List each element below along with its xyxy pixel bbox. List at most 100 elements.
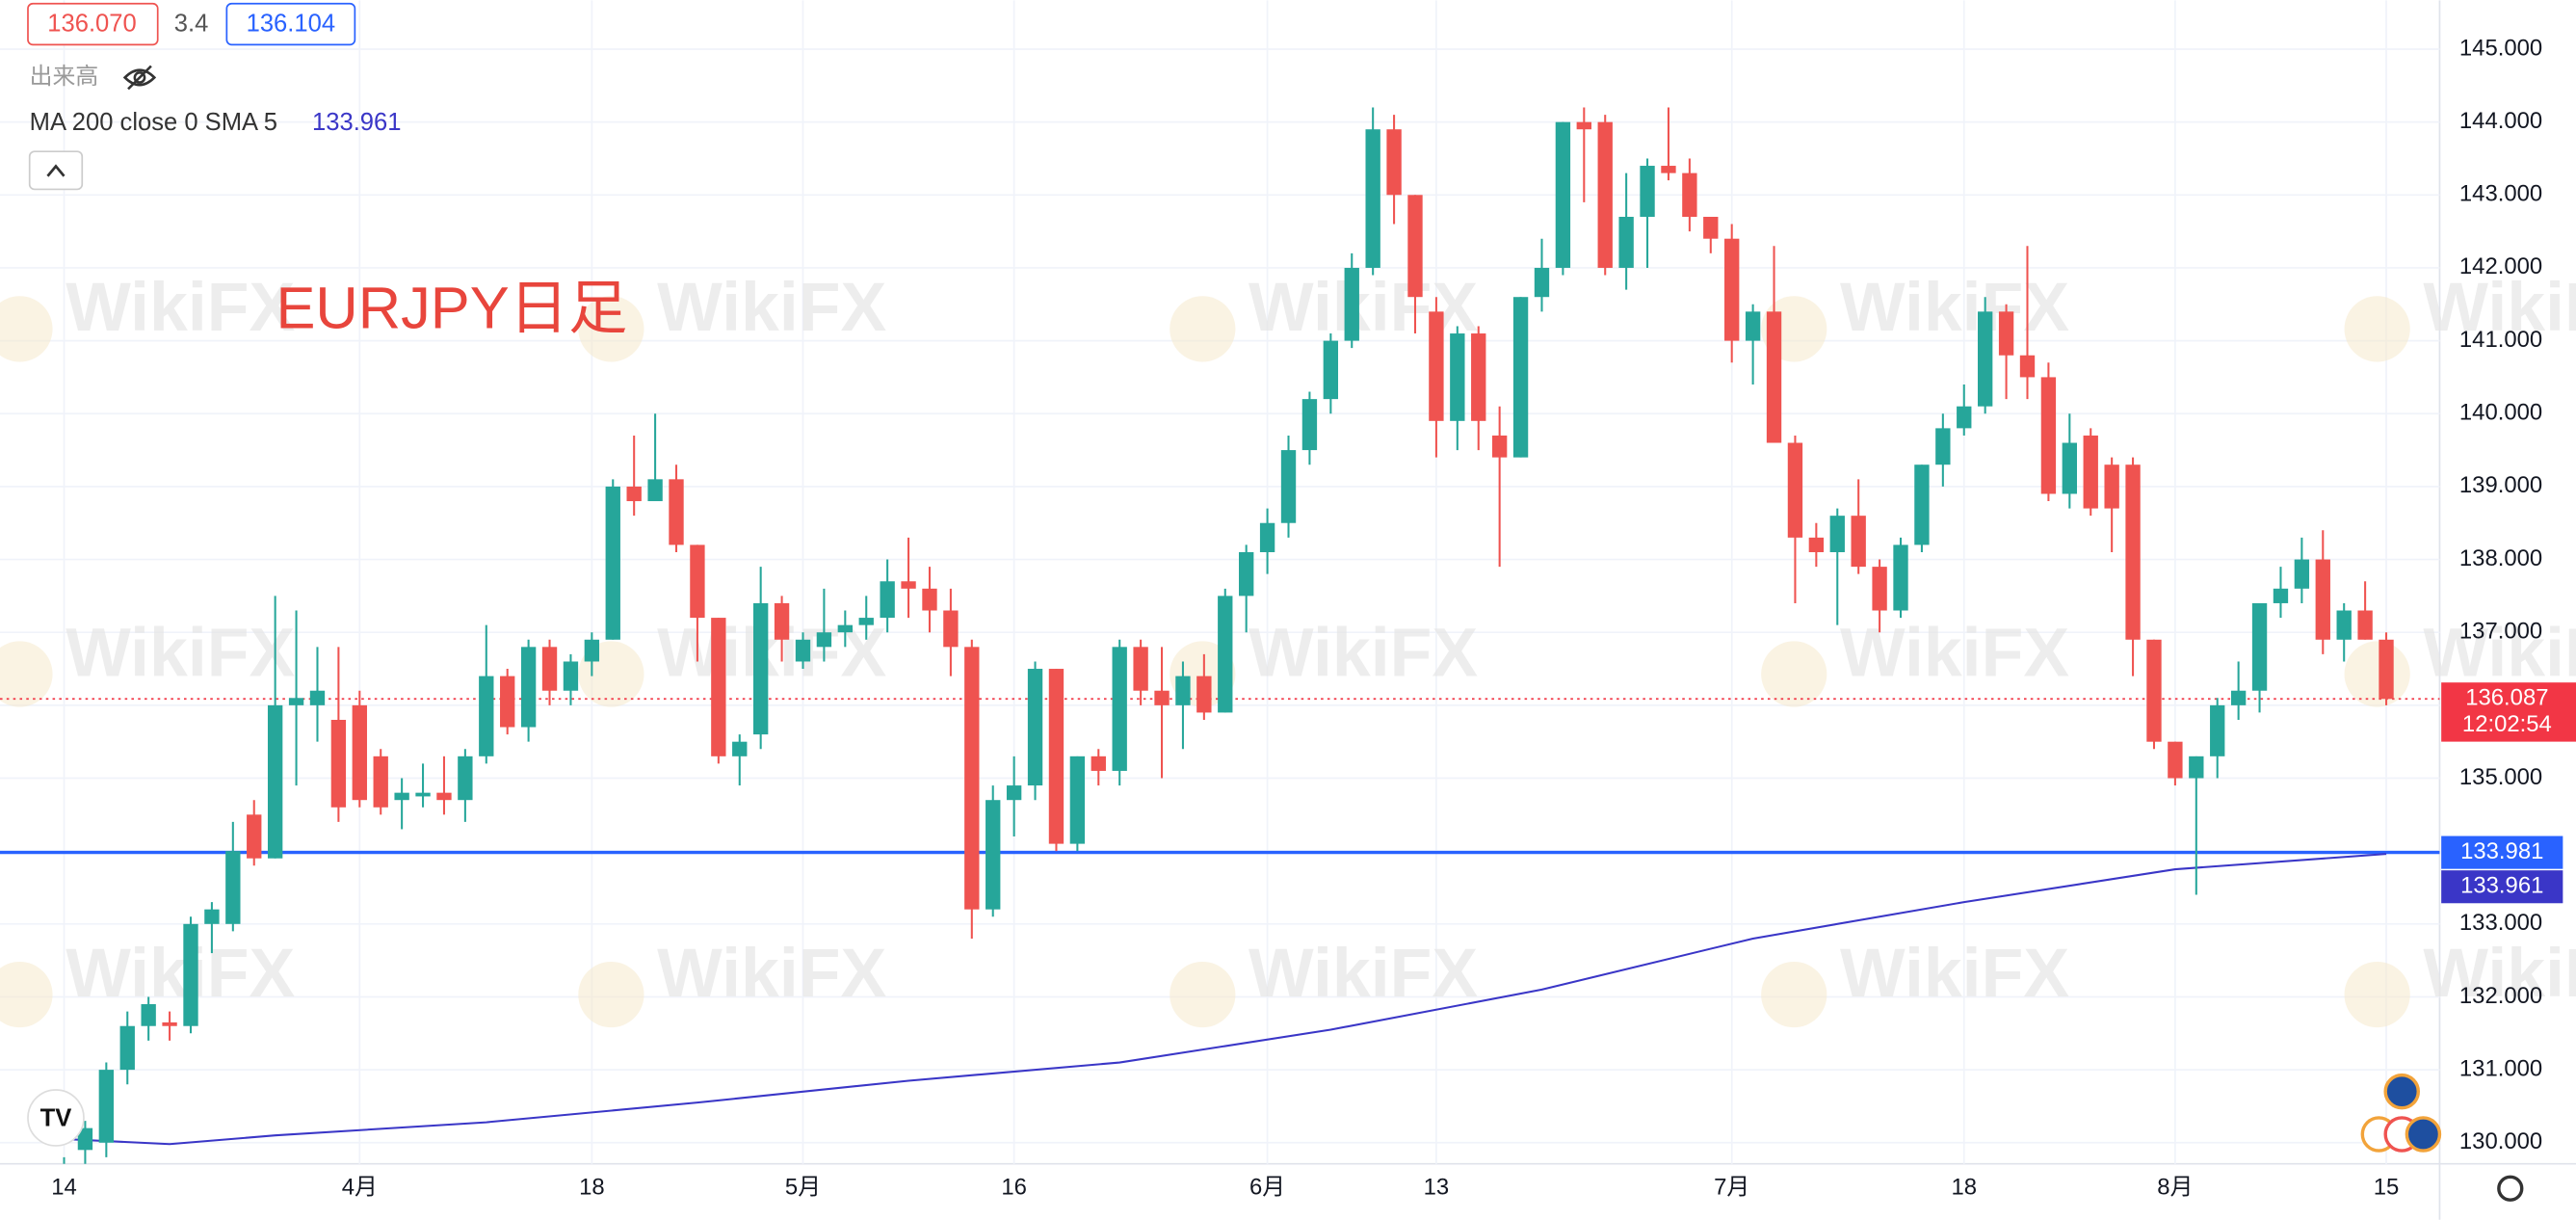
candle-body <box>1301 399 1318 451</box>
ma-label: 133.961 <box>2460 873 2543 899</box>
candle-body <box>1365 129 1380 268</box>
y-tick-label: 137.000 <box>2459 619 2542 645</box>
candle-body <box>964 647 980 910</box>
y-tick-label: 145.000 <box>2459 35 2542 61</box>
watermark: WikiFX <box>1840 614 2069 691</box>
candle-body <box>1618 216 1634 268</box>
price-label-box <box>2441 835 2563 869</box>
candle-body <box>2104 464 2119 509</box>
candle-body <box>1491 435 1508 458</box>
watermark: WikiFX <box>1249 614 1478 691</box>
y-tick-label: 132.000 <box>2459 983 2542 1009</box>
watermark: WikiFX <box>657 935 886 1012</box>
settings-icon[interactable] <box>2497 1175 2524 1202</box>
candle-body <box>626 486 642 502</box>
watermark-logo <box>1761 961 1827 1028</box>
candle-body <box>690 544 705 619</box>
candle-body <box>1935 428 1951 465</box>
candle-body <box>2273 588 2289 603</box>
y-tick-label: 143.000 <box>2459 181 2542 207</box>
watermark-logo <box>2344 296 2410 362</box>
candle-body <box>1048 669 1065 844</box>
bid-box[interactable] <box>27 2 159 46</box>
candle-body <box>1386 129 1402 196</box>
candle-body <box>922 588 937 611</box>
volume-label: 出来高 <box>30 64 99 90</box>
candle-body <box>1239 551 1254 597</box>
x-tick-label: 8月 <box>2157 1175 2193 1201</box>
candle-body <box>2189 756 2204 779</box>
candle-body <box>1957 406 1972 429</box>
candle-body <box>1914 464 1930 545</box>
candle-body <box>837 624 853 633</box>
watermark-logo <box>1761 641 1827 707</box>
hide-icon[interactable] <box>122 65 157 91</box>
candle-body <box>1829 516 1845 552</box>
y-tick-label: 133.000 <box>2459 910 2542 936</box>
watermark: WikiFX <box>2423 269 2576 346</box>
candle-body <box>1977 311 1993 407</box>
candle-body <box>183 923 198 1026</box>
candle-body <box>1576 121 1591 130</box>
watermark: WikiFX <box>1840 935 2069 1012</box>
candle-body <box>1259 522 1275 552</box>
indicator-value: 133.961 <box>312 109 401 136</box>
watermark-logo <box>2344 961 2410 1028</box>
x-tick-label: 18 <box>1951 1175 1977 1201</box>
x-tick-label: 18 <box>579 1175 605 1201</box>
watermark: WikiFX <box>2423 614 2576 691</box>
candle-body <box>1724 238 1740 341</box>
watermark-logo <box>0 641 53 707</box>
candle-body <box>1555 121 1571 268</box>
candle-body <box>1808 537 1825 552</box>
collapse-button[interactable] <box>28 150 84 191</box>
y-tick-label: 142.000 <box>2459 253 2542 279</box>
candle-body <box>2210 704 2225 756</box>
candle-body <box>520 647 537 728</box>
candle-body <box>1218 596 1233 713</box>
candle-body <box>563 661 579 691</box>
logo[interactable] <box>27 1089 85 1147</box>
x-tick-label: 14 <box>51 1175 77 1201</box>
candle-body <box>1154 690 1170 705</box>
candle-body <box>1196 676 1212 713</box>
candle-body <box>1069 756 1086 844</box>
candle-body <box>1640 166 1655 217</box>
candle-body <box>2379 639 2394 700</box>
candle-body <box>2083 435 2098 509</box>
candle-body <box>858 618 874 625</box>
candle-body <box>605 486 620 640</box>
y-tick-label: 140.000 <box>2459 400 2542 426</box>
watermark: WikiFX <box>1249 935 1478 1012</box>
price-label-box <box>2441 682 2576 742</box>
candle-body <box>98 1070 115 1143</box>
event-icon[interactable] <box>2383 1073 2420 1110</box>
event-icon[interactable] <box>2405 1116 2442 1153</box>
x-tick-label: 5月 <box>785 1175 821 1201</box>
candle-body <box>288 698 304 705</box>
watermark-logo <box>0 296 53 362</box>
candle-body <box>986 800 1001 910</box>
ma-line <box>64 853 2387 1146</box>
watermark-logo <box>578 296 644 362</box>
candle-body <box>1872 567 1887 611</box>
watermark: WikiFX <box>66 614 295 691</box>
logo-mark: TV <box>40 1104 72 1131</box>
ask-box[interactable] <box>225 2 356 46</box>
watermark-logo <box>1170 961 1236 1028</box>
candle-body <box>1851 516 1866 568</box>
candle-body <box>247 814 262 859</box>
candle-body <box>141 1004 156 1026</box>
candle-body <box>732 741 748 756</box>
candle-body <box>774 602 790 640</box>
candle-body <box>816 632 832 648</box>
candle-body <box>711 618 726 756</box>
chart-title: EURJPY日足 <box>276 276 627 342</box>
candle-body <box>880 581 895 619</box>
candle-body <box>2357 610 2373 640</box>
watermark-logo <box>578 961 644 1028</box>
candle-body <box>2019 355 2036 378</box>
plot <box>0 107 2440 1164</box>
